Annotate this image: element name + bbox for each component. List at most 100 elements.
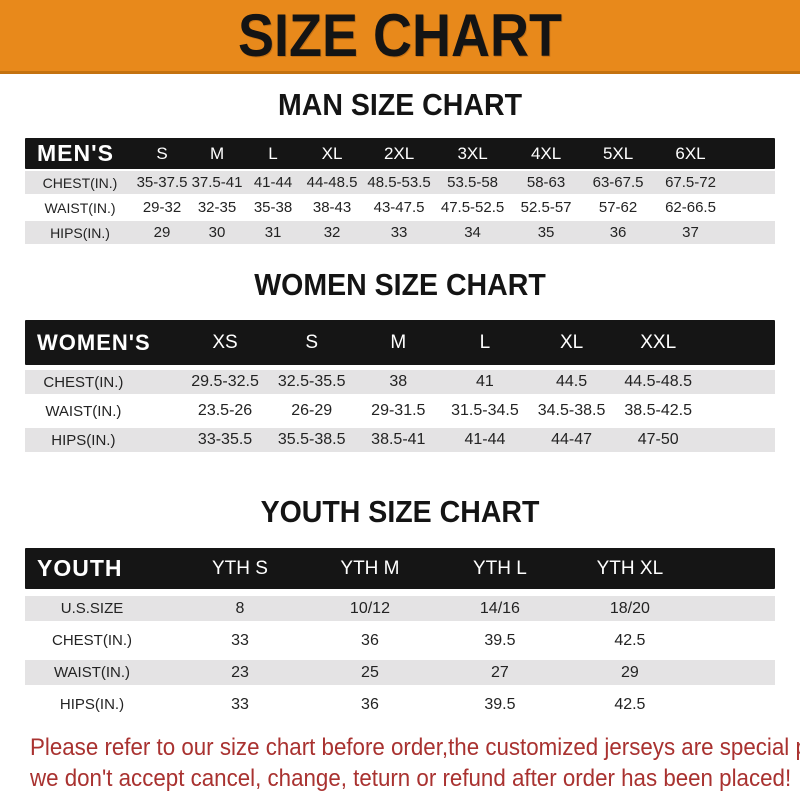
row-label: HIPS(IN.) — [59, 696, 125, 713]
column-header: XL — [321, 143, 343, 163]
column-header: S — [305, 331, 319, 353]
column-header: XS — [212, 331, 238, 353]
size-cell: 48.5-53.5 — [367, 174, 431, 191]
size-cell: 36 — [361, 631, 379, 649]
youth-size-table: YOUTH YTH S YTH M YTH L YTH XL U.S.SIZE 8 10/12… — [25, 548, 775, 717]
row-label: U.S.SIZE — [60, 600, 124, 617]
size-cell: 14/16 — [479, 599, 520, 617]
row-label: WAIST(IN.) — [53, 664, 131, 681]
size-cell: 29-31.5 — [371, 402, 426, 419]
men-section: MAN SIZE CHART MEN'S S M L XL 2XL 3XL 4XL 5XL 6XL… — [0, 88, 800, 244]
column-header: L — [268, 143, 278, 163]
women-section: WOMEN SIZE CHART WOMEN'S XS S M L XL XXL CHEST(… — [0, 268, 800, 452]
size-cell: 36 — [361, 695, 379, 713]
column-header: M — [390, 331, 407, 353]
size-cell: 29 — [620, 663, 639, 681]
women-size-table: WOMEN'S XS S M L XL XXL CHEST(IN.) 29.5-32.5 32.5… — [25, 320, 775, 452]
size-cell: 42.5 — [614, 695, 646, 713]
size-cell: 38-43 — [312, 199, 352, 216]
size-cell: 29 — [153, 224, 171, 241]
column-header: 5XL — [602, 143, 634, 163]
size-cell: 32.5-35.5 — [277, 373, 346, 390]
size-cell: 38.5-42.5 — [624, 402, 692, 419]
column-header: YTH XL — [596, 557, 664, 579]
size-cell: 33 — [231, 695, 249, 713]
column-header: 2XL — [383, 143, 415, 163]
row-label: WAIST(IN.) — [45, 402, 122, 420]
size-cell: 35.5-38.5 — [277, 431, 346, 448]
size-cell: 35-38 — [253, 199, 293, 216]
youth-section: YOUTH SIZE CHART YOUTH YTH S YTH M YTH L YTH… — [0, 495, 800, 717]
size-cell: 33 — [390, 224, 408, 241]
table-header-label: MEN'S — [37, 140, 114, 166]
table-row: WAIST(IN.) 29-32 32-35 35-38 38-43 43-47.5 47.… — [25, 196, 775, 219]
size-cell: 8 — [235, 599, 245, 617]
size-cell: 31.5-34.5 — [451, 402, 519, 419]
size-cell: 44.5 — [555, 373, 588, 390]
column-header: L — [479, 331, 491, 353]
size-cell: 37.5-41 — [191, 174, 243, 191]
size-cell: 10/12 — [349, 599, 390, 617]
row-label: CHEST(IN.) — [43, 373, 124, 391]
size-cell: 27 — [491, 663, 509, 681]
table-header-row: WOMEN'S XS S M L XL XXL — [25, 320, 775, 365]
size-cell: 29.5-32.5 — [191, 373, 259, 390]
size-cell: 18/20 — [609, 599, 650, 617]
size-cell: 52.5-57 — [520, 199, 572, 216]
size-cell: 53.5-58 — [447, 174, 498, 191]
size-cell: 32-35 — [197, 199, 237, 216]
size-cell: 30 — [208, 224, 226, 241]
size-cell: 34.5-38.5 — [537, 402, 606, 419]
size-cell: 35 — [537, 224, 555, 241]
size-cell: 36 — [609, 224, 627, 241]
size-cell: 26-29 — [291, 402, 333, 419]
row-label: HIPS(IN.) — [51, 431, 116, 449]
column-header: YTH M — [340, 557, 400, 579]
order-notice: Please refer to our size chart before or… — [30, 732, 800, 794]
size-cell: 44.5-48.5 — [624, 373, 692, 390]
table-row: WAIST(IN.) 23.5-26 26-29 29-31.5 31.5-34.5 34… — [25, 399, 775, 423]
size-cell: 41 — [476, 373, 494, 390]
row-label: WAIST(IN.) — [44, 199, 116, 216]
size-cell: 33-35.5 — [197, 431, 253, 448]
table-row: CHEST(IN.) 33 36 39.5 42.5 — [25, 628, 775, 653]
column-header: 3XL — [457, 143, 488, 163]
table-row: HIPS(IN.) 33-35.5 35.5-38.5 38.5-41 41-44 44-… — [25, 428, 775, 452]
table-row: HIPS(IN.) 29 30 31 32 33 34 35 36 37 — [25, 221, 775, 244]
table-row: CHEST(IN.) 35-37.5 37.5-41 41-44 44-48.5 48.5… — [25, 171, 775, 194]
men-section-heading: MAN SIZE CHART — [277, 87, 523, 122]
men-size-table: MEN'S S M L XL 2XL 3XL 4XL 5XL 6XL CHEST(IN.) 35-37… — [25, 138, 775, 244]
size-cell: 33 — [231, 631, 249, 649]
size-cell: 41-44 — [253, 174, 293, 191]
size-cell: 67.5-72 — [665, 174, 716, 191]
table-row: WAIST(IN.) 23 25 27 29 — [25, 660, 775, 685]
women-section-heading: WOMEN SIZE CHART — [254, 267, 546, 302]
table-row: HIPS(IN.) 33 36 39.5 42.5 — [25, 692, 775, 717]
size-chart-banner: SIZE CHART — [0, 0, 800, 74]
size-cell: 63-67.5 — [592, 174, 644, 191]
size-cell: 44-47 — [551, 431, 593, 448]
size-cell: 37 — [682, 224, 699, 241]
size-cell: 25 — [361, 663, 379, 681]
size-cell: 32 — [323, 224, 341, 241]
size-cell: 29-32 — [142, 199, 182, 216]
size-cell: 41-44 — [464, 431, 506, 448]
column-header: M — [209, 143, 225, 163]
size-cell: 39.5 — [484, 631, 516, 649]
column-header: S — [156, 143, 168, 163]
column-header: 4XL — [530, 143, 562, 163]
size-cell: 34 — [464, 224, 481, 241]
size-cell: 23 — [231, 663, 249, 681]
size-cell: 44-48.5 — [306, 174, 358, 191]
size-cell: 35-37.5 — [136, 174, 188, 191]
notice-line-1: Please refer to our size chart before or… — [30, 734, 800, 761]
table-header-label: WOMEN'S — [37, 329, 151, 355]
column-header: XXL — [640, 331, 677, 353]
row-label: CHEST(IN.) — [52, 632, 132, 649]
size-cell: 58-63 — [526, 174, 566, 191]
size-cell: 47.5-52.5 — [440, 199, 505, 216]
table-header-row: YOUTH YTH S YTH M YTH L YTH XL — [25, 548, 775, 589]
column-header: XL — [559, 331, 584, 353]
size-cell: 62-66.5 — [665, 199, 716, 216]
size-cell: 47-50 — [637, 431, 679, 448]
